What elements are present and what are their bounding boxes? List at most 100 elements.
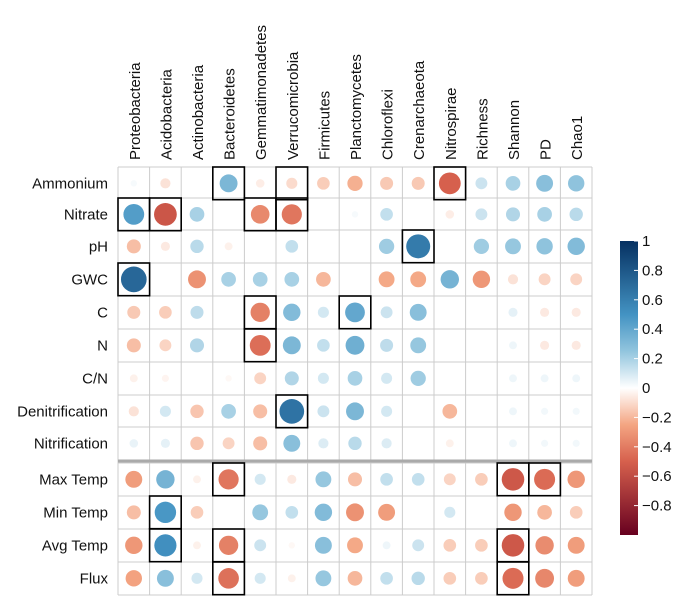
correlation-circle bbox=[279, 399, 305, 424]
correlation-circle bbox=[570, 273, 583, 286]
correlation-circle bbox=[347, 175, 363, 191]
correlation-circle bbox=[540, 340, 550, 350]
column-label: Firmicutes bbox=[316, 91, 333, 160]
correlation-circle bbox=[478, 509, 485, 516]
correlation-circle bbox=[125, 570, 142, 587]
correlation-circle bbox=[255, 179, 265, 188]
correlation-circle bbox=[538, 273, 551, 286]
correlation-circle bbox=[446, 243, 453, 250]
correlation-circle bbox=[406, 234, 431, 259]
correlation-circle bbox=[221, 272, 236, 287]
correlation-circle bbox=[540, 374, 549, 383]
correlation-circle bbox=[444, 506, 456, 518]
correlation-circle bbox=[501, 468, 525, 491]
correlation-circle bbox=[126, 505, 141, 520]
row-label: Avg Temp bbox=[42, 537, 108, 554]
correlation-circle bbox=[567, 569, 585, 587]
significance-box bbox=[275, 394, 309, 429]
correlation-circle bbox=[478, 440, 485, 447]
correlation-circle bbox=[218, 469, 239, 490]
correlation-circle bbox=[443, 539, 457, 552]
column-label: Gemmatimonadetes bbox=[253, 25, 270, 160]
colorbar-tick-label: −0.2 bbox=[642, 409, 672, 426]
correlation-circle bbox=[257, 243, 264, 250]
colorbar-tick-label: 0.4 bbox=[642, 321, 663, 338]
correlation-circle bbox=[347, 537, 363, 554]
correlation-circle bbox=[250, 302, 270, 323]
correlation-circle bbox=[381, 405, 393, 417]
correlation-circle bbox=[348, 436, 362, 451]
correlation-circle bbox=[346, 402, 364, 421]
correlation-circle bbox=[224, 242, 233, 251]
correlation-circle bbox=[287, 474, 297, 484]
correlation-circle bbox=[252, 272, 268, 287]
correlation-circle bbox=[347, 571, 363, 586]
correlation-circle bbox=[154, 501, 177, 524]
colorbar-tick-label: 1 bbox=[642, 233, 650, 250]
row-label: Min Temp bbox=[43, 504, 108, 521]
correlation-circle bbox=[380, 473, 393, 486]
column-label: Shannon bbox=[506, 100, 523, 160]
correlation-circle bbox=[188, 270, 206, 289]
correlation-circle bbox=[129, 374, 138, 383]
column-label: Chao1 bbox=[569, 116, 586, 160]
correlation-circle bbox=[475, 539, 488, 552]
correlation-circle bbox=[317, 405, 330, 418]
colorbar-tick-label: 0.6 bbox=[642, 292, 663, 309]
correlation-circle bbox=[193, 541, 201, 550]
correlation-circle bbox=[284, 272, 300, 287]
correlation-circle bbox=[568, 175, 585, 192]
correlation-circle bbox=[505, 207, 521, 222]
correlation-circle bbox=[475, 572, 488, 585]
correlation-circle bbox=[381, 438, 392, 449]
column-label: Actinobacteria bbox=[190, 64, 207, 160]
row-label: C bbox=[97, 304, 108, 321]
correlation-circle bbox=[572, 407, 580, 415]
correlation-circle bbox=[222, 437, 235, 450]
column-label: Crenarchaeota bbox=[411, 60, 428, 160]
correlation-circle bbox=[317, 306, 329, 318]
correlation-circle bbox=[282, 336, 301, 355]
correlation-circle bbox=[504, 503, 522, 522]
correlation-circle bbox=[410, 337, 427, 354]
correlation-circle bbox=[288, 542, 295, 549]
correlation-circle bbox=[125, 470, 143, 488]
colorbar-tick-label: 0.2 bbox=[642, 351, 663, 368]
correlation-circle bbox=[156, 470, 175, 489]
column-label: Verrucomicrobia bbox=[285, 51, 302, 160]
correlation-circle bbox=[162, 276, 169, 283]
correlation-circle bbox=[193, 475, 201, 484]
correlation-circle bbox=[126, 239, 141, 254]
correlation-circle bbox=[567, 536, 585, 554]
correlation-circle bbox=[252, 504, 269, 521]
correlation-circle bbox=[440, 270, 459, 289]
correlation-circle bbox=[190, 239, 204, 254]
correlation-circle bbox=[345, 335, 365, 355]
colorbar-gradient bbox=[620, 241, 638, 535]
correlation-circle bbox=[189, 207, 205, 222]
significance-box bbox=[338, 295, 372, 330]
correlation-circle bbox=[443, 572, 457, 585]
correlation-circle bbox=[446, 375, 453, 382]
column-label: Proteobacteria bbox=[127, 62, 144, 160]
correlation-circle bbox=[508, 307, 518, 317]
correlation-circle bbox=[254, 572, 266, 584]
significance-box bbox=[148, 197, 183, 232]
significance-box bbox=[243, 328, 277, 363]
correlation-circle bbox=[315, 570, 332, 587]
correlation-circle bbox=[411, 176, 425, 190]
correlation-circle bbox=[154, 534, 177, 557]
correlation-circle bbox=[190, 436, 204, 451]
correlation-circle bbox=[249, 334, 271, 356]
correlation-circle bbox=[534, 468, 556, 490]
correlation-circle bbox=[225, 509, 232, 516]
column-label: Chloroflexi bbox=[380, 89, 397, 160]
grid-layer bbox=[117, 166, 593, 596]
correlation-circle bbox=[351, 243, 359, 250]
correlation-circle bbox=[473, 238, 490, 254]
correlation-circle bbox=[438, 172, 461, 195]
correlation-circle bbox=[346, 503, 364, 522]
correlation-circle bbox=[284, 371, 299, 386]
correlation-circle bbox=[505, 176, 521, 191]
correlation-circle bbox=[410, 370, 426, 386]
